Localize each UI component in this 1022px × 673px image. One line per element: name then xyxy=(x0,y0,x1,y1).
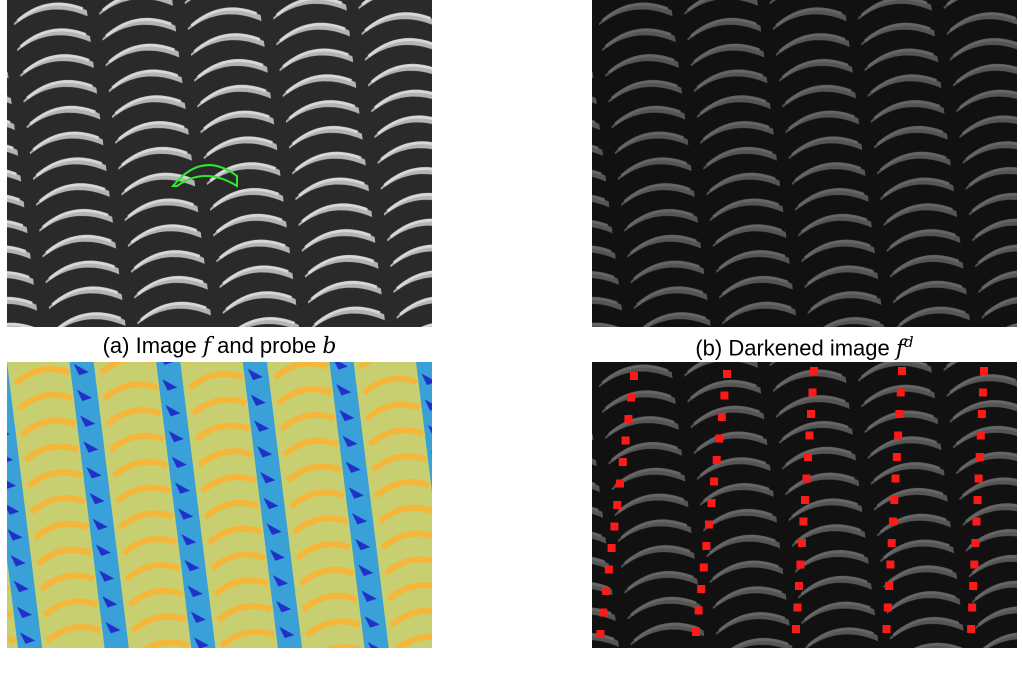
image-f xyxy=(7,0,432,327)
caption-text: and probe xyxy=(211,333,322,358)
position-marker xyxy=(978,410,986,418)
position-marker xyxy=(810,367,818,375)
math-symbol: f xyxy=(896,336,904,361)
position-marker xyxy=(613,501,621,509)
position-marker xyxy=(723,370,731,378)
position-marker xyxy=(795,582,803,590)
position-marker xyxy=(892,475,900,483)
position-marker xyxy=(967,625,975,633)
position-marker xyxy=(792,625,800,633)
position-marker xyxy=(596,630,604,638)
position-marker xyxy=(718,413,726,421)
position-marker xyxy=(888,539,896,547)
position-marker xyxy=(894,432,902,440)
position-marker xyxy=(710,478,718,486)
position-marker xyxy=(624,415,632,423)
position-marker xyxy=(884,604,892,612)
position-marker xyxy=(610,523,618,531)
position-marker xyxy=(605,566,613,574)
position-marker xyxy=(974,496,982,504)
position-marker xyxy=(715,435,723,443)
position-marker xyxy=(893,453,901,461)
position-marker xyxy=(801,496,809,504)
position-marker xyxy=(695,607,703,615)
caption-text: (b) Darkened image xyxy=(695,335,896,360)
position-marker xyxy=(977,432,985,440)
position-marker xyxy=(885,582,893,590)
position-marker xyxy=(802,475,810,483)
position-marker xyxy=(793,604,801,612)
caption-a: (a) Image f and probe b xyxy=(7,333,432,359)
position-marker xyxy=(895,410,903,418)
position-marker xyxy=(969,582,977,590)
caption-text: (a) Image xyxy=(103,333,203,358)
math-symbol: b xyxy=(322,334,336,359)
detected-positions xyxy=(592,362,1017,648)
position-marker xyxy=(898,367,906,375)
position-marker xyxy=(798,539,806,547)
position-marker xyxy=(970,561,978,569)
position-marker xyxy=(619,458,627,466)
position-marker xyxy=(796,561,804,569)
position-marker xyxy=(976,453,984,461)
position-marker xyxy=(616,480,624,488)
darkened-image xyxy=(592,0,1017,327)
position-marker xyxy=(883,625,891,633)
position-marker xyxy=(708,499,716,507)
position-marker xyxy=(602,587,610,595)
position-marker xyxy=(979,389,987,397)
position-marker xyxy=(886,561,894,569)
position-marker xyxy=(808,389,816,397)
position-marker xyxy=(697,585,705,593)
position-marker xyxy=(889,518,897,526)
position-marker xyxy=(692,628,700,636)
response-map xyxy=(7,362,432,648)
position-marker xyxy=(702,542,710,550)
position-marker xyxy=(608,544,616,552)
position-marker xyxy=(627,394,635,402)
math-superscript: d xyxy=(904,333,914,351)
position-marker xyxy=(630,372,638,380)
caption-b: (b) Darkened image fd xyxy=(592,333,1017,361)
position-marker xyxy=(705,521,713,529)
position-marker xyxy=(622,437,630,445)
position-marker xyxy=(805,432,813,440)
position-marker xyxy=(980,367,988,375)
position-marker xyxy=(890,496,898,504)
position-marker xyxy=(720,392,728,400)
position-marker xyxy=(799,518,807,526)
position-marker xyxy=(807,410,815,418)
position-marker xyxy=(804,453,812,461)
math-symbol: f xyxy=(203,334,211,359)
position-marker xyxy=(971,539,979,547)
position-marker xyxy=(968,604,976,612)
position-marker xyxy=(599,609,607,617)
position-marker xyxy=(897,389,905,397)
position-marker xyxy=(700,564,708,572)
position-marker xyxy=(975,475,983,483)
position-marker xyxy=(713,456,721,464)
figure: (a) Image f and probe b (b) Darkened ima… xyxy=(0,0,1022,673)
position-marker xyxy=(972,518,980,526)
